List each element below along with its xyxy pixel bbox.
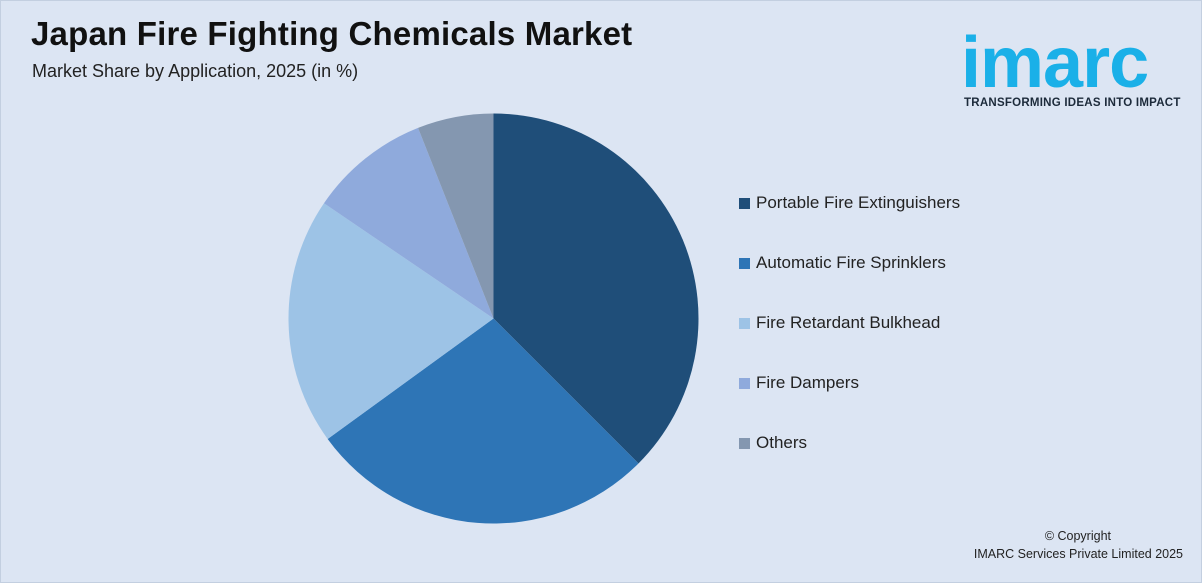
- legend-swatch: [739, 377, 750, 389]
- pie-slice-portable-fire-extinguishers: [493, 113, 699, 464]
- pie-slice-automatic-fire-sprinklers: [327, 318, 639, 524]
- legend-item: Portable Fire Extinguishers: [739, 173, 1039, 233]
- legend-swatch: [739, 437, 750, 449]
- legend-item: Fire Dampers: [739, 353, 1039, 413]
- imarc-logo-wordmark: imarc: [961, 23, 1149, 101]
- pie-slice-fire-dampers: [323, 127, 494, 319]
- legend-swatch: [739, 317, 750, 329]
- pie-chart: [288, 113, 699, 524]
- logo-tagline: TRANSFORMING IDEAS INTO IMPACT: [964, 97, 1181, 109]
- copyright-line-2: IMARC Services Private Limited 2025: [973, 547, 1183, 561]
- legend-label: Portable Fire Extinguishers: [756, 193, 961, 212]
- pie-slice-others: [418, 113, 494, 319]
- chart-legend: Portable Fire Extinguishers Automatic Fir…: [739, 173, 1039, 473]
- legend-label: Fire Dampers: [756, 373, 859, 392]
- copyright-line-1: © Copyright: [1044, 529, 1111, 543]
- chart-subtitle: Market Share by Application, 2025 (in %): [32, 61, 359, 81]
- logo-wordmark-text: imarc: [961, 23, 1148, 101]
- pie-slice-fire-retardant-bulkhead: [288, 203, 494, 439]
- legend-swatch: [739, 197, 750, 209]
- chart-title: Japan Fire Fighting Chemicals Market: [31, 15, 633, 52]
- imarc-logo: imarc TRANSFORMING IDEAS INTO IMPACT: [959, 15, 1195, 115]
- legend-item: Fire Retardant Bulkhead: [739, 293, 1039, 353]
- legend-label: Others: [756, 433, 808, 452]
- legend-item: Others: [739, 413, 1039, 473]
- legend-label: Automatic Fire Sprinklers: [756, 253, 946, 272]
- legend-item: Automatic Fire Sprinklers: [739, 233, 1039, 293]
- copyright-notice: © Copyright IMARC Services Private Limit…: [883, 527, 1183, 563]
- legend-label: Fire Retardant Bulkhead: [756, 313, 941, 332]
- legend-swatch: [739, 257, 750, 269]
